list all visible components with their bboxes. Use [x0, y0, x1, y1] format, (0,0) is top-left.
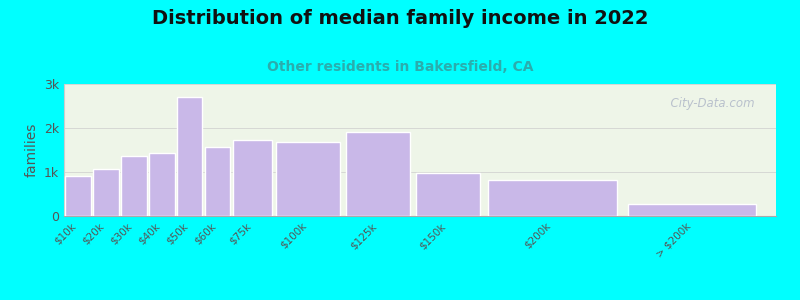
- Bar: [234, 140, 272, 216]
- Bar: [276, 142, 341, 216]
- Y-axis label: families: families: [25, 123, 38, 177]
- Bar: [628, 204, 757, 216]
- Bar: [416, 173, 480, 216]
- Bar: [205, 147, 230, 216]
- Bar: [177, 97, 202, 216]
- Bar: [346, 132, 410, 216]
- Bar: [65, 176, 91, 216]
- Bar: [489, 180, 617, 216]
- Bar: [121, 155, 146, 216]
- Text: City-Data.com: City-Data.com: [663, 97, 754, 110]
- Bar: [93, 169, 118, 216]
- Bar: [149, 153, 174, 216]
- Text: Distribution of median family income in 2022: Distribution of median family income in …: [152, 9, 648, 28]
- Text: Other residents in Bakersfield, CA: Other residents in Bakersfield, CA: [266, 60, 534, 74]
